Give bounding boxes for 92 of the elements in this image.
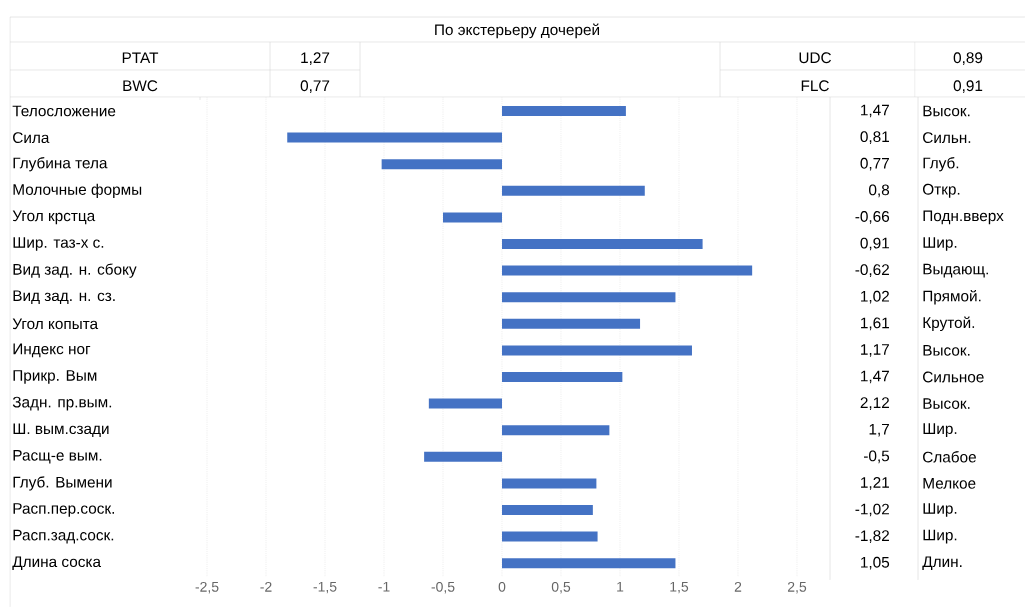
text: Откр. (923, 183, 960, 198)
x-tick-label: 0 (498, 581, 506, 592)
text: 0,77 (860, 157, 889, 171)
text: Сильное (923, 371, 984, 383)
text: PTAT (122, 52, 159, 63)
y-tick-label: Расп.зад.соск. (13, 529, 114, 544)
text: Прямой. (923, 289, 981, 305)
bar (502, 505, 593, 515)
text: Шир. (923, 237, 957, 251)
text: -0,5 (864, 450, 890, 464)
y-tick-label: Расп.пер.соск. (13, 503, 114, 517)
y-tick-label: Шир. таз-х с. (13, 237, 104, 251)
bar (424, 451, 502, 462)
text: 0,77 (300, 80, 330, 93)
text: Длин. (922, 556, 962, 570)
x-tick-label: 1 (617, 581, 624, 592)
bar (502, 558, 676, 569)
text: 1,27 (301, 52, 330, 65)
y-tick-label: Вид зад. н. сз. (13, 290, 115, 305)
x-tick-label: 1,5 (670, 581, 689, 594)
text: Слабое (923, 451, 976, 463)
bar (502, 265, 753, 276)
text: 0,89 (953, 52, 983, 65)
y-tick-label: Расщ-е вым. (13, 450, 102, 464)
y-tick-label: Сила (13, 132, 50, 144)
text: BWC (123, 80, 158, 92)
y-tick-label: Телосложение (12, 105, 116, 117)
text: Высок. (923, 398, 970, 409)
y-tick-label: Угол копыта (12, 318, 99, 330)
bar (502, 292, 676, 303)
y-tick-label: Вид зад. н. сбоку (13, 263, 137, 278)
text: 1,02 (861, 290, 889, 304)
y-tick-label: Ш. вым.сзади (13, 423, 109, 437)
y-tick-label: Длина соска (12, 556, 102, 570)
bar (443, 212, 502, 223)
bar (502, 318, 641, 329)
text: 1,47 (861, 370, 889, 384)
text: 1,47 (861, 104, 889, 118)
x-tick-label: -1 (378, 581, 390, 592)
text: 2,12 (860, 397, 889, 410)
text: -0,62 (855, 264, 889, 277)
text: 1,21 (861, 477, 889, 490)
bar (502, 372, 623, 383)
x-tick-label: -2 (260, 581, 272, 592)
y-tick-label: Молочные формы (13, 183, 142, 198)
text: FLC (801, 80, 829, 92)
x-tick-label: 2 (734, 581, 742, 592)
x-tick-label: 0,5 (551, 581, 571, 594)
text: Шир. (923, 423, 957, 438)
text: Сильн. (923, 132, 971, 144)
text: -1,02 (855, 503, 889, 517)
y-tick-label: Угол крстца (12, 210, 96, 225)
text: Крутой. (923, 316, 975, 332)
bar (502, 185, 645, 196)
y-tick-label: Глубина тела (13, 156, 108, 172)
bar (381, 159, 502, 170)
text: UDC (799, 52, 832, 64)
text: -1,82 (855, 530, 889, 543)
text: Подн.вверх (923, 210, 1004, 225)
y-tick-label: Глуб. Вымени (13, 476, 112, 491)
text: Высок. (923, 345, 970, 356)
text: 1,7 (869, 423, 889, 437)
bar (502, 478, 597, 489)
text: 0,91 (860, 237, 889, 251)
text: -0,66 (855, 211, 890, 224)
text: 1,05 (861, 556, 890, 570)
y-tick-label: Индекс ног (13, 343, 91, 358)
text: Высок. (923, 105, 970, 117)
bar (502, 239, 703, 250)
bar (502, 106, 626, 117)
text: 0,81 (860, 131, 889, 144)
text: 0,8 (869, 184, 890, 198)
bar (287, 132, 502, 143)
x-tick-label: -1,5 (313, 581, 337, 594)
text: Шир. (923, 503, 957, 517)
text: Выдающ. (923, 263, 988, 278)
x-tick-label: -0,5 (431, 581, 455, 594)
bar (428, 398, 502, 409)
bar (502, 345, 692, 356)
bar (502, 531, 598, 542)
y-tick-label: Задн. пр.вым. (12, 396, 112, 411)
text: Глуб. (923, 156, 959, 172)
text: Шир. (923, 529, 957, 544)
x-tick-label: 2,5 (787, 581, 807, 594)
text: Мелкое (923, 478, 976, 489)
text: 1,17 (861, 344, 889, 357)
text: 1,61 (861, 317, 889, 331)
text: 0,91 (953, 80, 983, 93)
y-tick-label: Прикр. Вым (13, 370, 97, 384)
x-tick-label: -2,5 (195, 581, 219, 594)
bar (502, 425, 610, 436)
chart-title: По экстерьеру дочерей (435, 23, 600, 39)
